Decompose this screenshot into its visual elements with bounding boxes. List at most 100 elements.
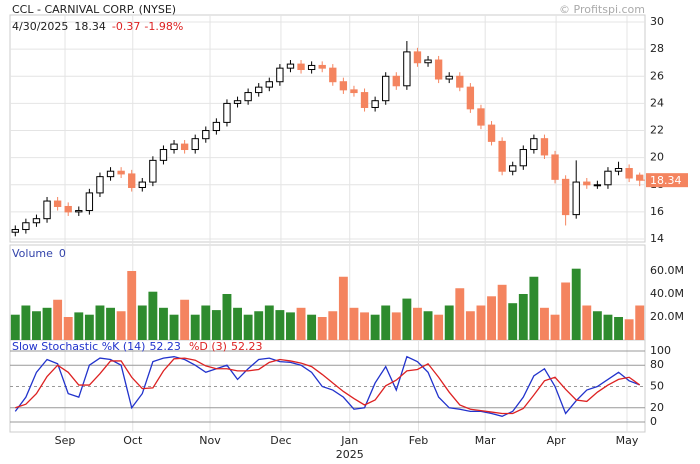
volume-bar bbox=[571, 268, 581, 340]
last-price-box bbox=[646, 173, 688, 188]
volume-bar bbox=[10, 314, 20, 340]
x-tick-label: Nov bbox=[199, 434, 221, 447]
panel-frame bbox=[9, 339, 646, 433]
candle-body bbox=[64, 205, 72, 213]
volume-bar bbox=[423, 311, 433, 340]
volume-bar bbox=[32, 311, 41, 340]
candle-body bbox=[138, 181, 146, 188]
last-price-label: 18.34 bbox=[650, 174, 682, 187]
volume-bar bbox=[201, 305, 211, 340]
volume-label: Volume bbox=[12, 247, 53, 260]
k-name: Slow Stochastic %K (14) bbox=[12, 340, 145, 353]
x-tick-label: Feb bbox=[409, 434, 428, 447]
y-tick-label: 60.0M bbox=[650, 264, 684, 277]
year-label: 2025 bbox=[336, 448, 364, 461]
candle-body bbox=[498, 140, 506, 172]
candle-body bbox=[572, 181, 580, 216]
volume-bar bbox=[624, 319, 634, 340]
x-tick-label: May bbox=[616, 434, 639, 447]
volume-bar bbox=[518, 293, 528, 340]
volume-bar bbox=[603, 314, 613, 340]
volume-bar bbox=[391, 312, 401, 340]
candle-body bbox=[128, 173, 136, 188]
d-value: 52.23 bbox=[231, 340, 263, 353]
quote-change-pct: -1.98% bbox=[144, 20, 183, 33]
quote-line: 4/30/2025 18.34 -0.37 -1.98% bbox=[12, 20, 183, 33]
y-tick-label: 14 bbox=[650, 232, 664, 245]
y-tick-label: 16 bbox=[650, 205, 664, 218]
volume-bar bbox=[635, 305, 645, 340]
candle-body bbox=[561, 178, 570, 216]
candle-body bbox=[22, 222, 30, 231]
quote-change: -0.37 bbox=[112, 20, 140, 33]
x-tick-label: Mar bbox=[475, 434, 496, 447]
candle-body bbox=[202, 130, 210, 140]
y-tick-label: 80 bbox=[650, 358, 664, 371]
volume-bar bbox=[53, 299, 63, 340]
candle-body bbox=[75, 210, 83, 213]
volume-bar bbox=[540, 307, 549, 340]
candle-body bbox=[297, 63, 305, 71]
volume-bar bbox=[434, 314, 444, 340]
candle-body bbox=[636, 174, 644, 181]
candle-body bbox=[487, 124, 496, 142]
stoch-line bbox=[15, 357, 641, 415]
candle-body bbox=[276, 67, 284, 83]
volume-bar bbox=[275, 310, 285, 340]
volume-bar bbox=[381, 305, 391, 340]
k-value: 52.23 bbox=[149, 340, 181, 353]
candle-body bbox=[583, 181, 591, 186]
y-tick-label: 20 bbox=[650, 401, 664, 414]
candle-body bbox=[456, 75, 464, 88]
volume-bar bbox=[465, 311, 475, 340]
volume-bar bbox=[286, 312, 295, 340]
candle-body bbox=[265, 81, 273, 88]
candle-body bbox=[11, 229, 19, 233]
x-tick-label: Apr bbox=[547, 434, 567, 447]
volume-bar bbox=[211, 310, 221, 340]
volume-bar bbox=[402, 298, 412, 340]
y-tick-label: 24 bbox=[650, 96, 664, 109]
candle-body bbox=[191, 138, 199, 151]
volume-bar bbox=[614, 316, 623, 340]
volume-bar bbox=[95, 305, 105, 340]
volume-bar bbox=[222, 293, 232, 340]
volume-bar bbox=[159, 307, 168, 340]
candle-body bbox=[32, 218, 41, 224]
volume-bar bbox=[84, 314, 94, 340]
candle-body bbox=[223, 102, 231, 123]
volume-bar bbox=[349, 307, 359, 340]
source: © Profitspi.com bbox=[559, 3, 645, 16]
y-tick-label: 26 bbox=[650, 69, 664, 82]
volume-bar bbox=[137, 305, 147, 340]
quote-date: 4/30/2025 bbox=[12, 20, 68, 33]
y-tick-label: 22 bbox=[650, 124, 664, 137]
panel-frame bbox=[9, 244, 646, 341]
volume-bar bbox=[180, 299, 190, 340]
volume-bar bbox=[307, 314, 317, 340]
candle-body bbox=[509, 165, 517, 172]
y-tick-label: 28 bbox=[650, 42, 664, 55]
candle-body bbox=[614, 168, 623, 172]
stoch-line bbox=[14, 355, 640, 418]
y-tick-label: 50 bbox=[650, 379, 664, 392]
volume-bar bbox=[455, 288, 465, 340]
y-tick-label: 0 bbox=[650, 415, 657, 428]
candle-body bbox=[604, 170, 612, 186]
candle-body bbox=[530, 138, 538, 151]
volume-bar bbox=[190, 314, 200, 340]
volume-bar bbox=[169, 314, 179, 340]
candle-body bbox=[233, 100, 242, 104]
volume-bar bbox=[42, 307, 52, 340]
volume-bar bbox=[254, 311, 264, 340]
volume-bar bbox=[74, 312, 84, 340]
candle-body bbox=[286, 63, 295, 69]
volume-bar bbox=[360, 312, 369, 340]
candle-body bbox=[519, 149, 527, 167]
candle-body bbox=[43, 200, 51, 220]
x-tick-label: Jan bbox=[340, 434, 358, 447]
volume-bar bbox=[296, 307, 306, 340]
candle-body bbox=[625, 168, 633, 179]
volume-bar bbox=[497, 284, 507, 340]
candle-body bbox=[318, 64, 326, 69]
